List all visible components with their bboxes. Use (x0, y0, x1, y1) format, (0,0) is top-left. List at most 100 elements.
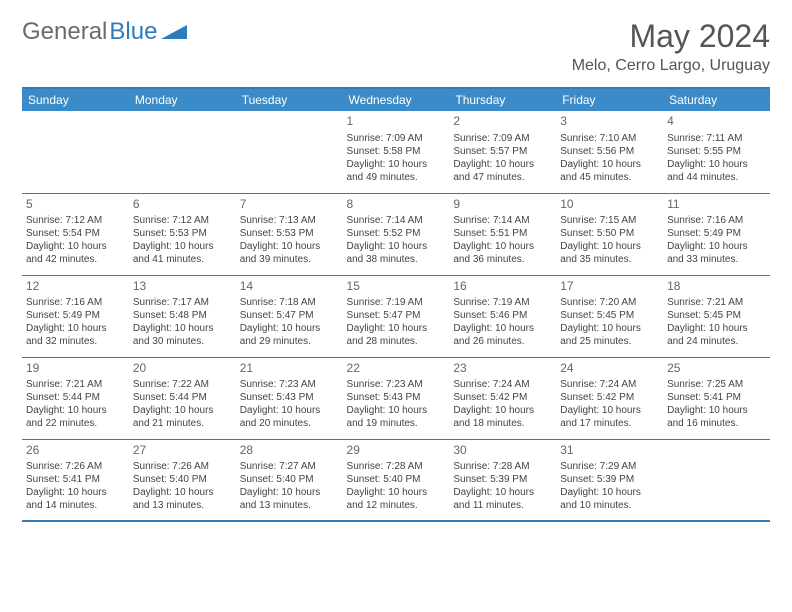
sunrise-line: Sunrise: 7:29 AM (560, 460, 659, 473)
location-text: Melo, Cerro Largo, Uruguay (572, 57, 770, 75)
daylight-line: Daylight: 10 hours and 20 minutes. (240, 404, 339, 430)
calendar-cell: 12Sunrise: 7:16 AMSunset: 5:49 PMDayligh… (22, 275, 129, 357)
day-number: 21 (240, 361, 339, 377)
sunset-line: Sunset: 5:44 PM (26, 391, 125, 404)
sunrise-line: Sunrise: 7:21 AM (26, 378, 125, 391)
sunset-line: Sunset: 5:40 PM (347, 473, 446, 486)
sunset-line: Sunset: 5:41 PM (26, 473, 125, 486)
day-number: 29 (347, 443, 446, 459)
calendar-cell: 23Sunrise: 7:24 AMSunset: 5:42 PMDayligh… (449, 357, 556, 439)
calendar-cell (236, 111, 343, 193)
sunset-line: Sunset: 5:40 PM (240, 473, 339, 486)
sunset-line: Sunset: 5:40 PM (133, 473, 232, 486)
header: GeneralBlue May 2024 Melo, Cerro Largo, … (22, 18, 770, 75)
day-number: 27 (133, 443, 232, 459)
calendar-cell: 8Sunrise: 7:14 AMSunset: 5:52 PMDaylight… (343, 193, 450, 275)
sunset-line: Sunset: 5:42 PM (560, 391, 659, 404)
sunrise-line: Sunrise: 7:12 AM (26, 214, 125, 227)
brand-triangle-icon (159, 18, 187, 46)
calendar-cell: 21Sunrise: 7:23 AMSunset: 5:43 PMDayligh… (236, 357, 343, 439)
sunset-line: Sunset: 5:53 PM (133, 227, 232, 240)
daylight-line: Daylight: 10 hours and 10 minutes. (560, 486, 659, 512)
day-number: 15 (347, 279, 446, 295)
calendar-row: 26Sunrise: 7:26 AMSunset: 5:41 PMDayligh… (22, 439, 770, 521)
day-number: 12 (26, 279, 125, 295)
sunset-line: Sunset: 5:45 PM (667, 309, 766, 322)
daylight-line: Daylight: 10 hours and 22 minutes. (26, 404, 125, 430)
calendar-wrap: SundayMondayTuesdayWednesdayThursdayFrid… (22, 87, 770, 522)
sunrise-line: Sunrise: 7:25 AM (667, 378, 766, 391)
daylight-line: Daylight: 10 hours and 38 minutes. (347, 240, 446, 266)
sunset-line: Sunset: 5:45 PM (560, 309, 659, 322)
daylight-line: Daylight: 10 hours and 29 minutes. (240, 322, 339, 348)
day-number: 26 (26, 443, 125, 459)
weekday-header: Sunday (22, 89, 129, 111)
day-number: 22 (347, 361, 446, 377)
daylight-line: Daylight: 10 hours and 17 minutes. (560, 404, 659, 430)
brand-part2: Blue (109, 18, 157, 46)
sunrise-line: Sunrise: 7:21 AM (667, 296, 766, 309)
daylight-line: Daylight: 10 hours and 44 minutes. (667, 158, 766, 184)
sunset-line: Sunset: 5:49 PM (26, 309, 125, 322)
sunset-line: Sunset: 5:57 PM (453, 145, 552, 158)
weekday-header: Friday (556, 89, 663, 111)
calendar-cell: 2Sunrise: 7:09 AMSunset: 5:57 PMDaylight… (449, 111, 556, 193)
calendar-cell: 3Sunrise: 7:10 AMSunset: 5:56 PMDaylight… (556, 111, 663, 193)
sunrise-line: Sunrise: 7:16 AM (667, 214, 766, 227)
calendar-cell: 1Sunrise: 7:09 AMSunset: 5:58 PMDaylight… (343, 111, 450, 193)
day-number: 11 (667, 197, 766, 213)
sunrise-line: Sunrise: 7:26 AM (26, 460, 125, 473)
calendar-cell: 27Sunrise: 7:26 AMSunset: 5:40 PMDayligh… (129, 439, 236, 521)
sunset-line: Sunset: 5:46 PM (453, 309, 552, 322)
daylight-line: Daylight: 10 hours and 14 minutes. (26, 486, 125, 512)
weekday-header: Wednesday (343, 89, 450, 111)
daylight-line: Daylight: 10 hours and 49 minutes. (347, 158, 446, 184)
day-number: 16 (453, 279, 552, 295)
daylight-line: Daylight: 10 hours and 16 minutes. (667, 404, 766, 430)
day-number: 7 (240, 197, 339, 213)
calendar-body: 1Sunrise: 7:09 AMSunset: 5:58 PMDaylight… (22, 111, 770, 521)
calendar-cell (129, 111, 236, 193)
sunset-line: Sunset: 5:49 PM (667, 227, 766, 240)
sunrise-line: Sunrise: 7:26 AM (133, 460, 232, 473)
sunset-line: Sunset: 5:48 PM (133, 309, 232, 322)
weekday-header: Thursday (449, 89, 556, 111)
calendar-row: 19Sunrise: 7:21 AMSunset: 5:44 PMDayligh… (22, 357, 770, 439)
page-title: May 2024 (572, 18, 770, 55)
calendar-cell: 16Sunrise: 7:19 AMSunset: 5:46 PMDayligh… (449, 275, 556, 357)
daylight-line: Daylight: 10 hours and 33 minutes. (667, 240, 766, 266)
calendar-cell: 10Sunrise: 7:15 AMSunset: 5:50 PMDayligh… (556, 193, 663, 275)
calendar-cell: 31Sunrise: 7:29 AMSunset: 5:39 PMDayligh… (556, 439, 663, 521)
sunset-line: Sunset: 5:52 PM (347, 227, 446, 240)
sunset-line: Sunset: 5:41 PM (667, 391, 766, 404)
calendar-row: 1Sunrise: 7:09 AMSunset: 5:58 PMDaylight… (22, 111, 770, 193)
day-number: 9 (453, 197, 552, 213)
daylight-line: Daylight: 10 hours and 35 minutes. (560, 240, 659, 266)
sunrise-line: Sunrise: 7:14 AM (453, 214, 552, 227)
day-number: 8 (347, 197, 446, 213)
daylight-line: Daylight: 10 hours and 30 minutes. (133, 322, 232, 348)
sunset-line: Sunset: 5:51 PM (453, 227, 552, 240)
day-number: 30 (453, 443, 552, 459)
sunrise-line: Sunrise: 7:24 AM (453, 378, 552, 391)
sunset-line: Sunset: 5:55 PM (667, 145, 766, 158)
daylight-line: Daylight: 10 hours and 13 minutes. (133, 486, 232, 512)
brand-part1: General (22, 18, 107, 46)
daylight-line: Daylight: 10 hours and 36 minutes. (453, 240, 552, 266)
calendar-cell: 4Sunrise: 7:11 AMSunset: 5:55 PMDaylight… (663, 111, 770, 193)
sunrise-line: Sunrise: 7:16 AM (26, 296, 125, 309)
sunrise-line: Sunrise: 7:27 AM (240, 460, 339, 473)
calendar-cell: 7Sunrise: 7:13 AMSunset: 5:53 PMDaylight… (236, 193, 343, 275)
calendar-cell: 28Sunrise: 7:27 AMSunset: 5:40 PMDayligh… (236, 439, 343, 521)
weekday-header: Saturday (663, 89, 770, 111)
sunset-line: Sunset: 5:43 PM (240, 391, 339, 404)
day-number: 20 (133, 361, 232, 377)
sunrise-line: Sunrise: 7:13 AM (240, 214, 339, 227)
daylight-line: Daylight: 10 hours and 24 minutes. (667, 322, 766, 348)
daylight-line: Daylight: 10 hours and 32 minutes. (26, 322, 125, 348)
calendar-cell: 24Sunrise: 7:24 AMSunset: 5:42 PMDayligh… (556, 357, 663, 439)
calendar-cell: 20Sunrise: 7:22 AMSunset: 5:44 PMDayligh… (129, 357, 236, 439)
calendar-cell: 17Sunrise: 7:20 AMSunset: 5:45 PMDayligh… (556, 275, 663, 357)
sunrise-line: Sunrise: 7:23 AM (240, 378, 339, 391)
sunset-line: Sunset: 5:56 PM (560, 145, 659, 158)
